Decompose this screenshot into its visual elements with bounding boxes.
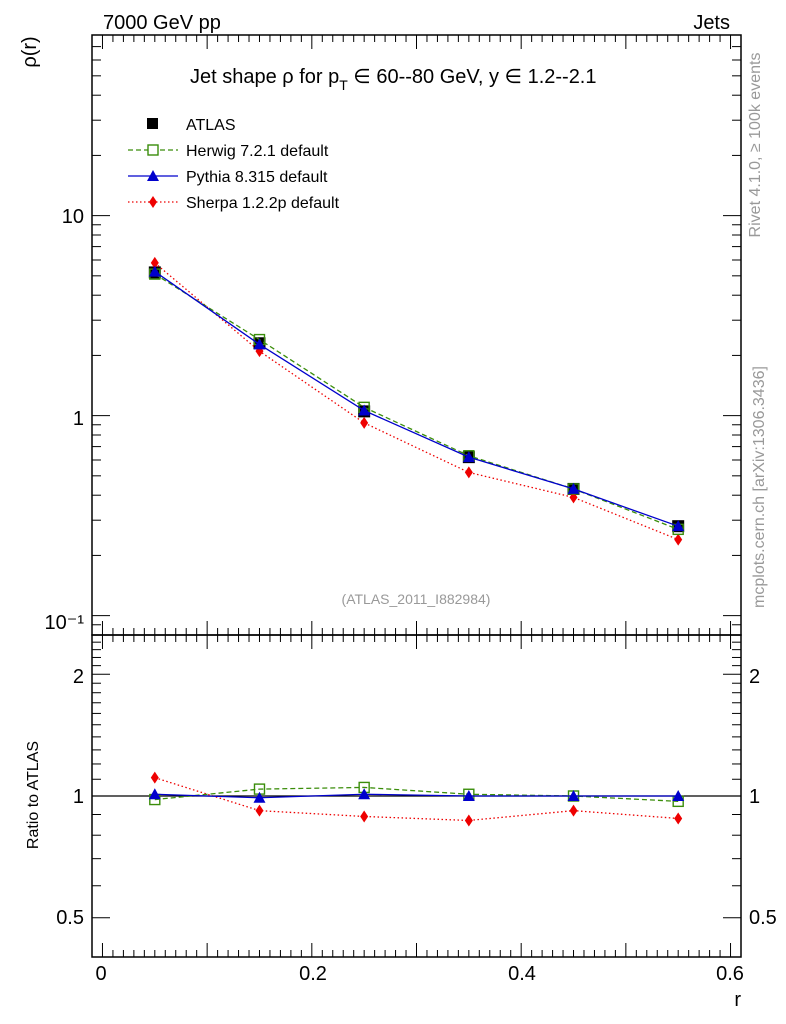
ratio-point-sherpa [674,812,683,825]
chart-title-part: for p [294,66,340,88]
chart-title-part: T [339,77,348,93]
main-line-pythia [154,271,679,527]
ratio-point-sherpa [569,804,578,817]
main-point-sherpa [150,256,159,269]
ratio-point-pythia [358,788,371,800]
ytick-label-0.1: 10⁻¹ [45,612,85,634]
main-point-pythia [462,451,475,463]
ratio-line-sherpa [154,777,679,822]
legend-marker-herwig [147,144,159,156]
main-point-pythia [253,338,266,350]
ratio-ytick-label-right-1: 1 [749,786,760,808]
main-line-herwig [154,273,679,530]
ratio-point-pythia [567,790,580,801]
main-point-pythia [567,482,580,494]
ytick-label-1: 1 [73,408,84,430]
xtick-label-0.6: 0.6 [716,963,744,985]
ratio-point-pythia [672,790,685,801]
ratio-point-sherpa [360,810,369,823]
main-point-sherpa [674,533,683,546]
x-axis-label: r [734,989,741,1011]
main-point-pythia [148,265,161,277]
chart-title-part: ∈ 60--80 GeV, y ∈ 1.2--2.1 [348,66,597,88]
legend-label-herwig: Herwig 7.2.1 default [186,143,329,160]
chart-title-part: Jet shape [190,66,282,88]
main-point-sherpa [360,416,369,429]
ytick-label-10: 10 [62,206,84,228]
xtick-label-0: 0 [95,963,106,985]
ratio-ytick-label-2: 2 [73,666,84,688]
chart-title: Jet shape ρ for pT ∈ 60--80 GeV, y ∈ 1.2… [190,66,597,93]
main-series-group [148,256,685,546]
legend-marker-pythia [147,170,159,181]
ratio-ytick-label-0.5: 0.5 [56,907,84,929]
ratio-point-sherpa [150,771,159,784]
ratio-point-pythia [462,790,475,801]
ratio-ytick-label-right-2: 2 [749,666,760,688]
ratio-ytick-label-1: 1 [73,786,84,808]
ratio-ytick-label-right-0.5: 0.5 [749,907,777,929]
main-y-axis-label: ρ(r) [19,36,41,67]
mcplots-label: mcplots.cern.ch [arXiv:1306.3436] [751,366,768,608]
legend-label-atlas: ATLAS [186,117,236,134]
header-energy: 7000 GeV pp [103,12,221,34]
legend-label-pythia: Pythia 8.315 default [186,169,328,186]
xtick-label-0.4: 0.4 [508,963,536,985]
ratio-point-pythia [148,788,161,800]
main-axis-ticks [92,34,741,636]
analysis-watermark: (ATLAS_2011_I882984) [342,591,491,607]
ratio-series-group [148,771,685,827]
legend-label-sherpa: Sherpa 1.2.2p default [186,195,340,212]
ratio-y-axis-label: Ratio to ATLAS [25,741,42,849]
legend-marker-atlas [147,118,158,129]
main-point-pythia [672,520,685,532]
main-point-pythia [358,404,371,416]
ratio-point-pythia [253,791,266,803]
rivet-label: Rivet 4.1.0, ≥ 100k events [747,53,764,238]
legend-marker-sherpa [149,196,157,208]
legend: ATLAS Herwig 7.2.1 default Pythia 8.315 … [128,117,340,212]
xtick-label-0.2: 0.2 [299,963,327,985]
chart-title-part: ρ [282,66,293,88]
main-point-sherpa [464,466,473,479]
ratio-line-herwig [154,786,679,803]
ratio-point-sherpa [464,814,473,827]
header-process: Jets [693,12,730,34]
ratio-point-sherpa [255,804,264,817]
ratio-line-pythia [154,793,679,799]
ratio-axis-ticks [92,634,741,958]
